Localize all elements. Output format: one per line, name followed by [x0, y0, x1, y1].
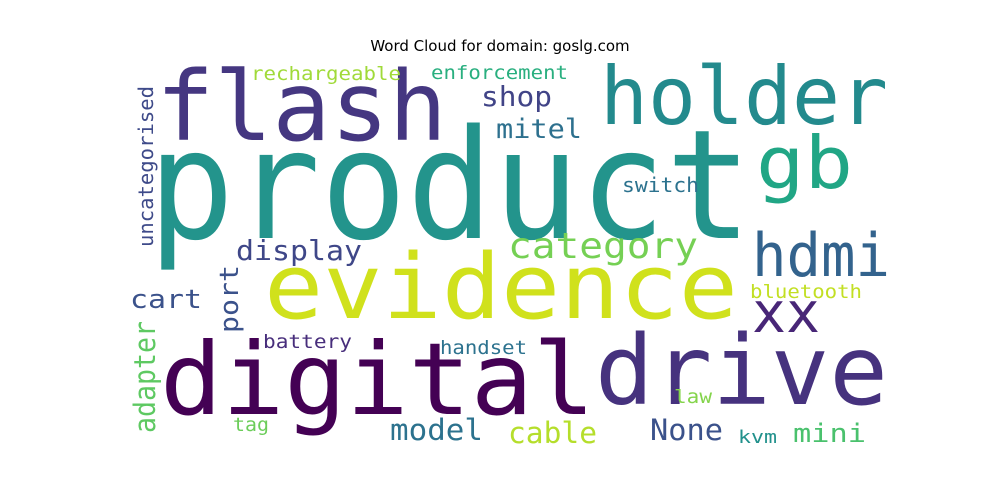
- word-mini: mini: [793, 419, 866, 449]
- word-battery: battery: [263, 331, 352, 353]
- word-bluetooth: bluetooth: [750, 281, 862, 303]
- word-law: law: [674, 386, 713, 408]
- word-xx: xx: [752, 281, 820, 346]
- word-handset: handset: [440, 337, 527, 359]
- word-holder: holder: [600, 50, 888, 143]
- word-mitel: mitel: [496, 114, 582, 145]
- word-gb: gb: [756, 121, 853, 205]
- word-hdmi: hdmi: [752, 221, 890, 291]
- word-category: category: [508, 226, 698, 267]
- word-port: port: [215, 265, 245, 333]
- word-cable: cable: [508, 416, 597, 450]
- word-adapter: adapter: [128, 321, 162, 433]
- word-display: display: [236, 234, 362, 267]
- word-digital: digital: [160, 321, 595, 438]
- word-flash: flash: [156, 51, 447, 163]
- word-kvm: kvm: [738, 427, 777, 448]
- word-tag: tag: [233, 414, 269, 436]
- word-product: product: [148, 97, 752, 274]
- word-rechargeable: rechargeable: [251, 63, 401, 85]
- word-cart: cart: [130, 285, 202, 315]
- chart-title: Word Cloud for domain: goslg.com: [370, 37, 630, 55]
- word-drive: drive: [595, 315, 888, 427]
- word-switch: switch: [622, 173, 699, 197]
- word-uncategorised: uncategorised: [134, 86, 158, 247]
- word-model: model: [390, 413, 483, 447]
- word-evidence: evidence: [264, 235, 738, 340]
- word-none: None: [650, 413, 723, 447]
- word-shop: shop: [481, 80, 552, 113]
- word-enforcement: enforcement: [431, 62, 568, 84]
